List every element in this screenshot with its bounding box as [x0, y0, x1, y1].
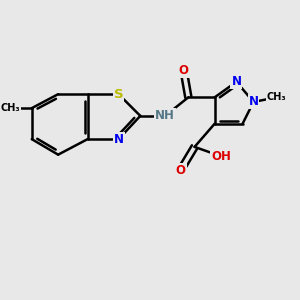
Text: CH₃: CH₃ [267, 92, 286, 102]
Text: N: N [231, 75, 242, 88]
Text: NH: NH [155, 110, 175, 122]
Text: O: O [179, 64, 189, 77]
Text: CH₃: CH₃ [0, 103, 20, 113]
Text: N: N [248, 95, 259, 108]
Text: O: O [176, 164, 186, 177]
Text: OH: OH [211, 150, 231, 163]
Text: N: N [114, 133, 124, 146]
Text: S: S [114, 88, 123, 101]
